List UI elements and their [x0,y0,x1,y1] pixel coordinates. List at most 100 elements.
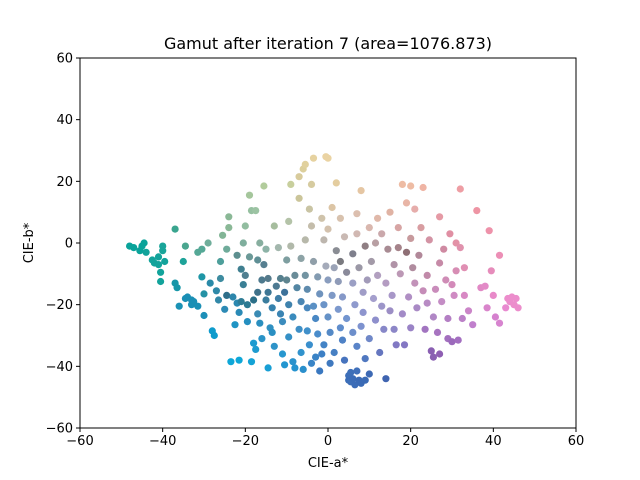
data-point-110 [295,173,303,181]
data-point-152 [330,348,338,357]
data-point-159 [336,214,344,222]
data-point-252 [448,281,456,289]
data-point-75 [258,335,266,343]
data-point-104 [289,358,297,366]
data-point-94 [278,318,287,326]
data-point-165 [343,268,351,276]
data-point-31 [200,311,208,320]
data-point-186 [359,288,367,296]
data-point-219 [400,341,409,349]
data-point-13 [157,277,165,286]
data-point-126 [307,180,316,188]
data-point-245 [436,350,444,358]
data-point-59 [243,318,251,326]
data-point-204 [380,325,388,333]
y-tick-label-3: 0 [65,237,73,252]
data-point-232 [419,287,427,295]
data-point-68 [252,207,260,215]
data-point-146 [324,225,332,233]
data-point-128 [309,154,318,162]
data-point-30 [200,290,208,298]
data-point-155 [332,247,340,255]
data-point-88 [272,282,280,290]
data-point-200 [374,271,382,279]
data-point-132 [312,353,320,361]
data-point-90 [274,244,282,252]
data-point-193 [365,335,373,343]
data-point-185 [357,187,365,195]
data-point-171 [349,250,357,258]
data-point-270 [487,267,495,275]
data-point-145 [324,276,332,284]
data-point-209 [386,307,394,315]
data-point-135 [316,290,324,298]
x-tick-label-3: 0 [324,434,332,449]
data-point-117 [301,271,309,279]
data-point-103 [287,242,295,250]
data-point-195 [367,257,375,266]
data-point-164 [340,233,349,241]
y-tick-label-5: 40 [56,113,73,128]
data-point-130 [309,257,318,266]
x-tick-label-1: −40 [149,434,176,449]
x-tick-label-0: −60 [66,434,93,449]
data-point-54 [237,265,245,273]
data-point-258 [456,185,464,193]
data-point-173 [349,328,357,336]
data-point-32 [204,239,212,247]
data-point-236 [423,299,431,307]
data-point-206 [382,375,390,383]
data-point-42 [223,245,231,253]
data-point-45 [225,213,233,221]
x-axis-ticks: −60 −40 −20 0 20 40 60 [66,428,584,449]
data-point-158 [336,324,344,332]
data-point-197 [371,316,380,324]
data-point-14 [161,257,169,266]
data-point-203 [378,230,386,238]
data-point-98 [283,276,291,284]
data-point-107 [291,364,299,372]
data-point-50 [233,251,241,259]
data-point-57 [241,271,249,279]
data-point-109 [295,194,303,202]
data-point-205 [382,279,390,287]
data-point-114 [297,348,305,357]
data-point-125 [307,222,316,230]
data-point-182 [355,264,363,272]
data-point-111 [295,325,303,333]
y-tick-label-0: −60 [46,422,73,437]
data-point-84 [268,304,276,312]
data-point-272 [491,313,499,321]
data-point-62 [245,253,254,261]
data-point-46 [227,358,235,366]
y-axis-label: CIE-b* [22,222,37,263]
data-point-188 [361,242,369,250]
data-point-218 [398,310,406,318]
data-point-274 [495,251,504,259]
data-point-246 [438,298,446,306]
data-point-151 [328,291,336,299]
data-point-40 [219,231,227,239]
data-point-28 [198,245,206,253]
data-point-136 [316,367,324,375]
data-point-257 [454,336,462,344]
data-point-160 [336,257,344,266]
data-point-37 [214,296,223,304]
data-point-48 [231,321,239,329]
data-point-239 [429,313,437,321]
data-point-112 [297,254,305,262]
data-point-161 [338,336,347,344]
data-point-253 [448,338,456,346]
data-point-238 [427,347,435,355]
data-point-241 [431,285,440,293]
points-layer [126,153,522,389]
data-point-201 [376,348,384,357]
data-point-259 [456,244,464,252]
data-point-166 [343,314,351,323]
data-point-192 [365,224,373,232]
data-point-157 [334,277,342,286]
y-axis-ticks: −60 −40 −20 0 20 40 60 [46,52,80,437]
data-point-25 [190,298,198,306]
data-point-35 [210,331,218,340]
